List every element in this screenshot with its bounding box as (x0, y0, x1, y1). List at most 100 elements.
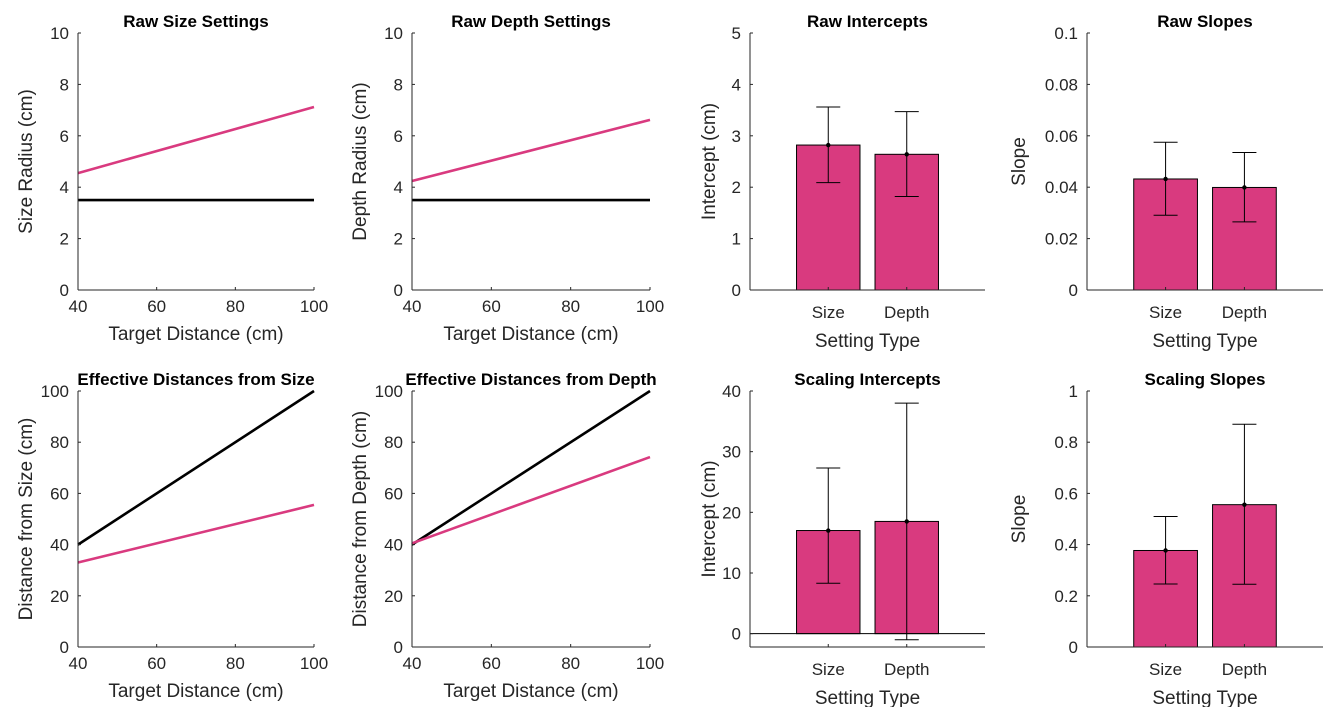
chart-title: Raw Intercepts (807, 12, 928, 31)
mean-point (826, 528, 831, 533)
series-line (77, 503, 315, 564)
y-tick-label: 2 (394, 230, 403, 249)
y-tick-label: 100 (375, 382, 403, 401)
series-line (77, 389, 315, 546)
chart-title: Raw Slopes (1157, 12, 1252, 31)
y-axis-label: Distance from Size (cm) (16, 418, 37, 621)
x-axis-label: Setting Type (1152, 688, 1257, 707)
y-tick-label: 80 (384, 433, 403, 452)
x-tick-label: 100 (636, 654, 664, 673)
y-tick-label: 2 (60, 230, 69, 249)
x-tick-label: Size (1149, 660, 1182, 679)
x-tick-label: 100 (636, 297, 664, 316)
mean-point (904, 152, 909, 157)
mean-point (1163, 176, 1168, 182)
x-tick-label: 40 (69, 297, 88, 316)
y-tick-label: 60 (50, 484, 69, 503)
y-tick-label: 40 (384, 536, 403, 555)
x-tick-label: 40 (403, 297, 422, 316)
x-tick-label: 60 (482, 297, 501, 316)
y-tick-label: 10 (722, 564, 741, 583)
x-tick-label: 80 (226, 654, 245, 673)
x-axis-label: Target Distance (cm) (443, 681, 618, 702)
x-tick-label: 100 (300, 297, 328, 316)
y-tick-label: 5 (732, 24, 741, 43)
x-tick-label: 60 (482, 654, 501, 673)
y-tick-label: 0.8 (1054, 433, 1078, 452)
y-tick-label: 8 (394, 75, 403, 94)
chart-panel-2: 40 60 80 100 0 2 4 6 8 10 Target Distance (cm) Dept… (350, 12, 664, 345)
chart-panel-7: Size Depth 0 10 20 30 40 Setting Type Intercept … (699, 370, 985, 707)
x-axis-label: Target Distance (cm) (108, 681, 283, 702)
x-axis-label: Setting Type (815, 688, 920, 707)
x-tick-label: 80 (226, 297, 245, 316)
series-line (411, 118, 651, 183)
y-tick-label: 8 (60, 75, 69, 94)
x-tick-label: Depth (1222, 303, 1267, 322)
y-axis-label: Intercept (cm) (699, 460, 720, 577)
y-tick-label: 0 (1069, 281, 1078, 300)
y-axis-label: Distance from Depth (cm) (350, 411, 371, 627)
mean-point (1242, 502, 1247, 507)
y-tick-label: 0 (60, 638, 69, 657)
x-tick-label: Depth (884, 660, 929, 679)
x-tick-label: Depth (884, 303, 929, 322)
x-tick-label: 60 (147, 297, 166, 316)
y-tick-label: 3 (732, 127, 741, 146)
chart-title: Scaling Intercepts (794, 370, 940, 389)
y-tick-label: 0 (1069, 638, 1078, 657)
chart-title: Effective Distances from Size (77, 370, 314, 389)
y-tick-label: 100 (41, 382, 69, 401)
chart-panel-5: 40 60 80 100 0 20 40 60 80 100 Target Distance (cm… (16, 370, 328, 702)
x-tick-label: 80 (561, 654, 580, 673)
chart-panel-8: Size Depth 0 0.2 0.4 0.6 0.8 1 Setting Type Slope… (1009, 370, 1323, 707)
y-tick-label: 40 (50, 536, 69, 555)
y-tick-label: 0 (732, 281, 741, 300)
chart-panel-6: 40 60 80 100 0 20 40 60 80 100 Target Distance (cm… (350, 370, 664, 702)
y-axis-label: Slope (1009, 137, 1030, 186)
y-tick-label: 0.2 (1054, 587, 1078, 606)
x-tick-label: 60 (147, 654, 166, 673)
chart-panel-4: Size Depth 0 0.02 0.04 0.06 0.08 0.1 Setting Typ… (1009, 12, 1323, 352)
y-tick-label: 20 (722, 503, 741, 522)
x-tick-label: Size (1149, 303, 1182, 322)
y-tick-label: 0.06 (1045, 127, 1078, 146)
x-axis-label: Setting Type (1152, 331, 1257, 352)
y-tick-label: 0.1 (1054, 24, 1078, 43)
x-axis-label: Setting Type (815, 331, 920, 352)
mean-point (826, 142, 831, 148)
x-tick-label: 40 (69, 654, 88, 673)
y-tick-label: 30 (722, 443, 741, 462)
y-tick-label: 0 (60, 281, 69, 300)
y-tick-label: 20 (384, 587, 403, 606)
y-tick-label: 0.02 (1045, 230, 1078, 249)
y-tick-label: 0.4 (1054, 536, 1078, 555)
y-tick-label: 4 (394, 178, 403, 197)
x-tick-label: Size (812, 303, 845, 322)
y-axis-label: Slope (1009, 495, 1030, 544)
y-tick-label: 6 (60, 127, 69, 146)
y-axis-label: Size Radius (cm) (16, 89, 37, 234)
chart-panel-3: Size Depth 0 1 2 3 4 5 Setting Type Intercept (cm… (699, 12, 985, 352)
chart-panel-1: 40 60 80 100 0 2 4 6 8 10 Target Distance (cm) Size… (16, 12, 328, 345)
x-axis-label: Target Distance (cm) (443, 324, 618, 345)
x-axis-label: Target Distance (cm) (108, 324, 283, 345)
chart-title: Raw Depth Settings (451, 12, 611, 31)
mean-point (1163, 548, 1168, 553)
y-tick-label: 40 (722, 382, 741, 401)
chart-title: Scaling Slopes (1145, 370, 1266, 389)
series-line (411, 455, 651, 545)
y-tick-label: 10 (50, 24, 69, 43)
series-line (411, 389, 651, 546)
x-tick-label: Depth (1222, 660, 1267, 679)
y-tick-label: 10 (384, 24, 403, 43)
series-line (77, 105, 315, 175)
y-tick-label: 4 (732, 75, 741, 94)
y-tick-label: 80 (50, 433, 69, 452)
y-tick-label: 0.08 (1045, 75, 1078, 94)
y-tick-label: 60 (384, 484, 403, 503)
mean-point (1242, 185, 1247, 190)
x-tick-label: 40 (403, 654, 422, 673)
x-tick-label: 100 (300, 654, 328, 673)
